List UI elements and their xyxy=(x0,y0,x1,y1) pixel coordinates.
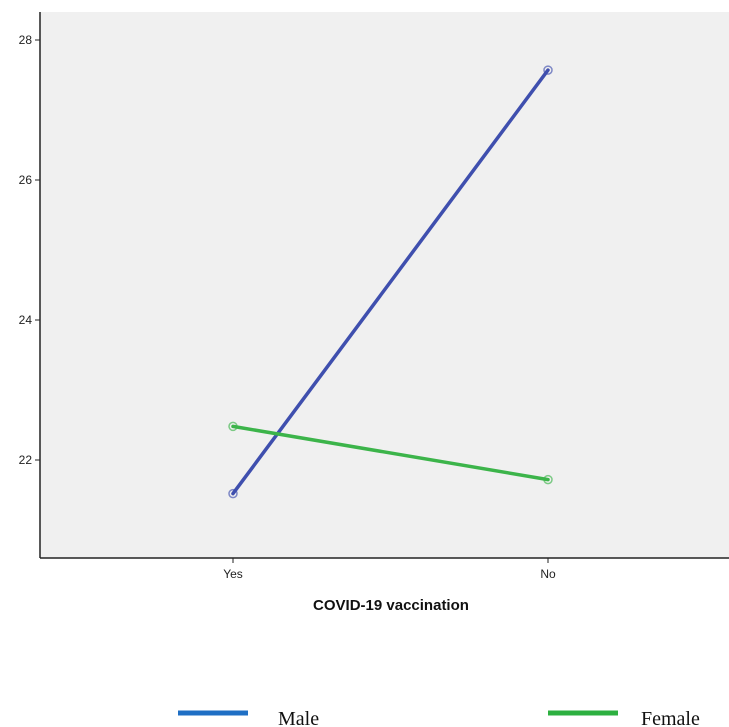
legend: Male Female xyxy=(178,708,700,727)
data-point-female xyxy=(543,474,553,485)
y-tick-label: 28 xyxy=(19,33,33,47)
x-tick-label: Yes xyxy=(223,567,243,581)
legend-label-female: Female xyxy=(641,708,700,727)
data-point-female xyxy=(228,421,238,432)
legend-label-male: Male xyxy=(278,708,319,727)
x-tick-label: No xyxy=(540,567,556,581)
plot-area xyxy=(40,12,729,558)
axes: 22 24 26 28 Yes No xyxy=(19,12,729,581)
data-point-male xyxy=(543,65,553,75)
series-line-female xyxy=(231,424,550,482)
x-axis-title: COVID-19 vaccination xyxy=(313,597,469,614)
series-layer xyxy=(228,65,553,499)
y-tick-label: 22 xyxy=(19,453,33,467)
series-line-male xyxy=(231,68,550,496)
y-tick-label: 24 xyxy=(19,313,33,327)
y-tick-label: 26 xyxy=(19,173,33,187)
data-point-male xyxy=(228,488,238,499)
